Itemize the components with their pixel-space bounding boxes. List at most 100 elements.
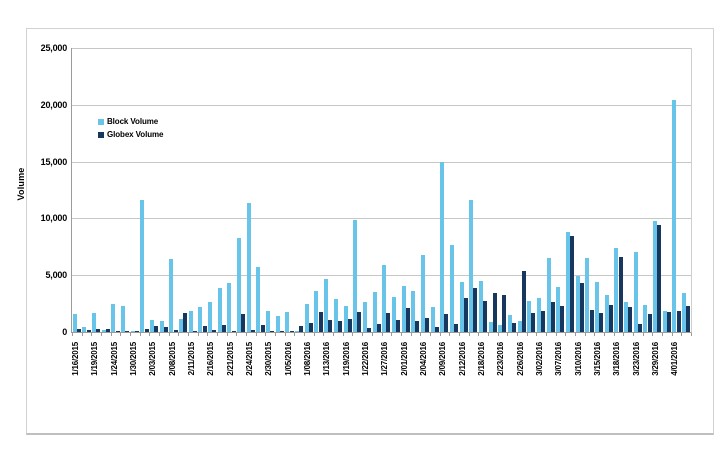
bar-block [208,302,213,332]
bar-block [227,282,232,332]
bar-block [324,279,329,332]
x-axis-tick [458,333,460,336]
x-tick-label: 2/11/2015 [186,342,196,376]
x-axis-tick [613,333,615,336]
x-axis-tick [584,333,586,336]
x-axis-tick [207,333,209,336]
bar-globex [531,312,536,332]
bar-globex [154,325,159,332]
bar-globex [241,314,246,332]
x-axis-tick [362,333,364,336]
x-tick-label: 3/18/2016 [612,342,622,376]
bar-globex [444,313,449,332]
x-axis-tick [545,333,547,336]
bar-block [488,321,493,332]
bar-block [662,310,667,332]
bar-globex [183,312,188,332]
bar-globex [560,305,565,332]
bar-globex [666,312,671,332]
gridline [72,48,691,49]
x-axis-tick [130,333,132,336]
bar-block [653,221,657,332]
bar-globex [86,329,91,332]
x-axis-tick [391,333,393,336]
bar-block [343,305,348,332]
bar-globex [260,324,265,332]
x-axis-tick [681,333,683,336]
bar-globex [250,329,255,332]
x-tick-label: 3/23/2016 [631,342,641,376]
x-axis-tick [652,333,654,336]
bar-globex [570,236,575,332]
x-tick-label: 3/10/2016 [573,342,583,376]
x-axis-tick [294,333,296,336]
x-axis-tick [284,333,286,336]
x-axis-tick [333,333,335,336]
x-axis-tick [671,333,673,336]
x-axis-tick [400,333,402,336]
bar-block [179,318,184,332]
bar-globex [550,302,555,332]
bar-block [498,325,503,332]
x-tick-label: 2/08/2015 [167,342,177,376]
block-volume-swatch-icon [98,118,104,125]
bar-globex [270,330,275,332]
bar-globex [280,331,284,332]
bar-block [285,312,290,332]
x-axis-tick [120,333,122,336]
x-tick-label: 2/24/2015 [244,342,254,376]
legend-label-block: Block Volume [107,117,159,126]
bar-block [536,297,541,332]
x-axis-tick [565,333,567,336]
x-axis-tick [255,333,257,336]
bar-globex [76,329,81,332]
x-axis-tick [526,333,528,336]
x-axis-tick [304,333,306,336]
bar-block [401,286,406,332]
bar-globex [512,322,517,332]
bar-globex [231,330,236,332]
y-tick-label: 5,000 [45,270,67,281]
x-axis-tick [101,333,103,336]
x-axis-tick [81,333,83,336]
bar-block [266,310,271,332]
bar-globex [415,320,420,332]
bar-block [643,304,648,332]
x-tick-label: 2/23/2016 [496,342,506,376]
x-axis-tick [661,333,663,336]
bar-block [130,330,135,332]
bar-globex [96,328,101,332]
bar-globex [618,257,623,332]
chart-legend: Block Volume Globex Volume [98,115,163,141]
x-tick-label: 2/12/2016 [457,342,467,376]
bar-block [623,302,628,332]
gridline [72,104,691,106]
x-axis-tick [139,333,141,336]
globex-volume-swatch-icon [98,131,104,138]
bar-block [449,244,454,332]
x-tick-label: 2/04/2016 [419,342,429,376]
bar-globex [163,327,168,332]
x-tick-label: 4/01/2016 [670,342,680,376]
x-axis-tick [691,333,692,336]
legend-item-globex: Globex Volume [98,128,163,141]
x-axis-tick [149,333,151,336]
x-axis-tick [497,333,499,336]
x-axis-tick [352,333,354,336]
bar-block [507,314,512,332]
bar-block [159,320,164,332]
bar-globex [521,270,526,332]
bar-globex [212,330,217,332]
bar-globex [628,307,633,332]
x-axis-tick [478,333,480,336]
x-tick-label: 2/30/2015 [264,342,274,376]
bar-globex [405,307,410,332]
x-tick-label: 2/18/2016 [477,342,487,376]
bar-block [92,312,97,332]
x-axis-tick [159,333,161,336]
bar-block [198,307,203,332]
bar-block [111,304,116,332]
gridline [72,218,691,220]
bar-globex [589,310,594,332]
bar-globex [647,314,652,332]
